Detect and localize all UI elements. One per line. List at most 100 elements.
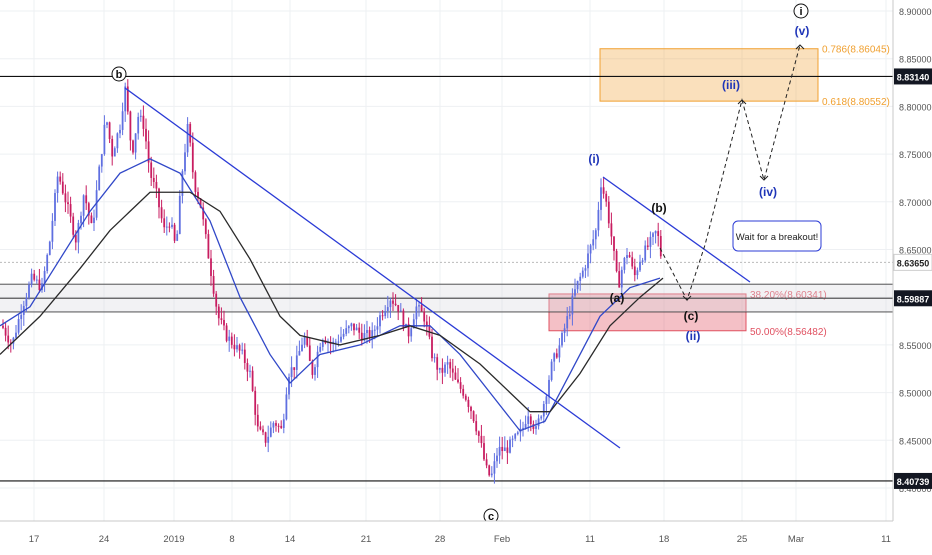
candle-body-48 <box>126 86 129 112</box>
candle-body-178 <box>464 395 467 400</box>
candle-body-82 <box>215 293 218 307</box>
candle-body-114 <box>298 351 301 356</box>
candle-body-232 <box>605 193 608 202</box>
candle-body-225 <box>587 253 589 269</box>
candle-body-211 <box>550 361 553 380</box>
candle-body-192 <box>501 446 504 452</box>
candle-body-117 <box>306 336 309 346</box>
downtrend-line <box>124 87 621 449</box>
candle-body-112 <box>293 367 296 370</box>
candle-body-147 <box>384 311 387 316</box>
y-tick-label-8: 8.80000 <box>899 102 932 112</box>
wave-label-4: (ii) <box>686 329 701 343</box>
x-tick-label-2: 2019 <box>163 534 184 545</box>
candle-body-133 <box>347 326 350 329</box>
candle-body-103 <box>269 427 272 437</box>
candle-body-3 <box>9 342 12 344</box>
candle-body-77 <box>202 207 205 220</box>
candle-body-240 <box>626 255 628 259</box>
price-badge-label-0: 8.83140 <box>897 72 930 82</box>
candle-body-56 <box>147 141 150 163</box>
candle-body-202 <box>527 416 530 424</box>
candle-body-203 <box>529 416 532 425</box>
candle-body-177 <box>462 388 465 396</box>
candle-body-176 <box>459 382 462 389</box>
candle-body-118 <box>308 345 311 361</box>
candle-body-104 <box>272 423 275 428</box>
candle-body-111 <box>290 367 293 378</box>
candle-body-204 <box>532 424 535 429</box>
y-tick-label-5: 8.65000 <box>899 246 932 256</box>
ma-fast-line <box>0 158 661 432</box>
candle-body-239 <box>623 258 626 270</box>
y-tick-label-0: 8.40000 <box>899 484 932 494</box>
callout-box <box>732 220 822 252</box>
candle-body-248 <box>646 245 649 247</box>
candle-body-38 <box>100 154 103 167</box>
callout-text: Wait for a breakout! <box>736 232 819 243</box>
candle-body-12 <box>33 273 36 280</box>
candle-body-41 <box>108 122 111 139</box>
candle-body-31 <box>82 195 85 216</box>
candle-body-110 <box>288 377 290 395</box>
candle-body-47 <box>124 86 127 112</box>
candle-body-209 <box>545 396 548 405</box>
candle-body-59 <box>155 181 158 189</box>
candle-body-152 <box>397 305 400 312</box>
fib-zone-0 <box>599 48 819 102</box>
candle-body-162 <box>423 311 426 322</box>
candle-body-22 <box>59 176 62 182</box>
candle-body-188 <box>490 473 493 476</box>
candle-body-54 <box>142 115 145 129</box>
candle-body-32 <box>85 195 88 204</box>
candle-body-108 <box>282 419 285 428</box>
candle-body-69 <box>181 171 184 196</box>
x-tick-label-10: 25 <box>737 534 748 545</box>
candle-body-217 <box>566 316 569 329</box>
candle-body-222 <box>579 276 582 281</box>
x-tick-label-12: 11 <box>881 534 891 545</box>
candle-body-134 <box>350 323 353 327</box>
candle-body-53 <box>139 115 142 117</box>
candle-body-76 <box>199 198 202 208</box>
projection-path <box>659 44 801 302</box>
x-tick-label-9: 18 <box>659 534 670 545</box>
candle-body-150 <box>392 300 394 304</box>
candle-body-66 <box>173 224 176 241</box>
candle-body-14 <box>38 279 41 290</box>
y-tick-label-9: 8.85000 <box>899 55 932 65</box>
candle-body-215 <box>561 332 563 346</box>
wave-label-0: b <box>116 69 123 81</box>
x-tick-label-8: 11 <box>585 534 595 545</box>
fib-label-bottom-0: 0.618(8.80552) <box>822 97 890 108</box>
candle-body-92 <box>241 349 244 351</box>
candle-body-19 <box>51 220 54 242</box>
candle-body-123 <box>321 340 324 347</box>
candle-body-190 <box>496 455 498 462</box>
y-axis-bg <box>893 0 932 550</box>
candle-body-50 <box>132 140 134 153</box>
wave-label-1: c <box>488 511 494 523</box>
candle-body-224 <box>584 268 587 271</box>
price-badge-label-2: 8.59887 <box>897 294 930 304</box>
candle-body-64 <box>168 226 171 228</box>
candle-body-121 <box>316 351 319 368</box>
x-tick-label-3: 8 <box>229 534 234 545</box>
price-badge-label-1: 8.63650 <box>897 258 930 268</box>
wave-circle-2 <box>793 3 809 19</box>
candle-body-236 <box>615 250 618 272</box>
candle-body-55 <box>145 128 147 142</box>
wave-label-5: (iii) <box>722 78 740 92</box>
wave-label-3: (i) <box>588 152 599 166</box>
candle-body-81 <box>212 276 215 294</box>
candle-body-157 <box>410 328 413 337</box>
candle-body-229 <box>597 209 600 231</box>
projection-arrow-2 <box>759 175 769 181</box>
candle-body-137 <box>358 327 361 333</box>
candle-body-252 <box>657 231 660 236</box>
candle-body-145 <box>379 315 381 327</box>
x-tick-label-4: 14 <box>285 534 296 545</box>
candle-body-24 <box>64 193 67 203</box>
candle-body-138 <box>360 332 363 341</box>
